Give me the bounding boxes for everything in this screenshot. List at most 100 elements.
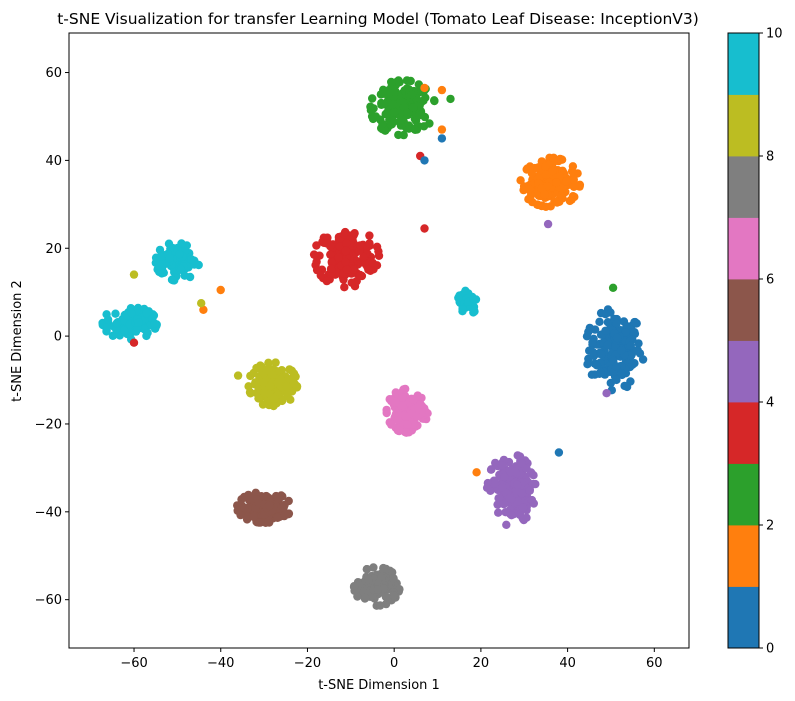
data-point	[356, 271, 365, 280]
outlier-point	[543, 219, 553, 229]
data-point	[597, 350, 606, 359]
data-point	[622, 382, 632, 392]
data-point	[525, 184, 534, 194]
data-point	[454, 293, 463, 302]
data-point	[541, 162, 550, 171]
data-point	[482, 483, 492, 492]
data-point	[398, 393, 407, 402]
data-point	[406, 76, 415, 86]
data-point	[365, 231, 374, 240]
data-point	[404, 124, 414, 133]
data-point	[326, 242, 335, 251]
data-point	[156, 252, 165, 261]
data-point	[569, 168, 578, 178]
data-point	[601, 326, 610, 335]
data-point	[280, 511, 290, 520]
data-point	[507, 511, 516, 520]
data-point	[326, 264, 336, 273]
data-point	[612, 319, 621, 329]
colorbar-segment	[728, 279, 759, 341]
cluster-class-0	[582, 305, 648, 395]
data-point	[596, 368, 605, 377]
cluster-class-2	[366, 76, 439, 140]
data-point	[402, 428, 411, 437]
data-point	[365, 239, 374, 248]
colorbar-frame	[727, 32, 760, 649]
data-point	[175, 249, 184, 259]
data-point	[233, 506, 242, 515]
data-point	[515, 510, 525, 520]
outlier-point	[446, 94, 455, 104]
data-point	[288, 376, 298, 385]
data-point	[150, 319, 159, 328]
data-point	[393, 416, 402, 425]
data-point	[366, 102, 375, 111]
colorbar	[727, 32, 760, 649]
x-axis: −60 −40 −20 0 20 40 60	[120, 648, 663, 671]
data-point	[415, 111, 424, 120]
data-point	[356, 241, 365, 250]
colorbar-segment	[728, 463, 759, 526]
chart-title: t-SNE Visualization for transfer Learnin…	[57, 10, 699, 28]
data-point	[565, 196, 575, 206]
data-point	[368, 94, 377, 103]
data-point	[279, 503, 288, 512]
data-point	[493, 500, 502, 509]
cluster-class-7	[349, 563, 404, 610]
colorbar-segment	[728, 156, 759, 218]
data-point	[469, 294, 478, 303]
data-point	[592, 361, 601, 370]
data-point	[526, 191, 536, 200]
data-point	[372, 242, 382, 251]
data-point	[359, 252, 368, 262]
data-point	[379, 563, 388, 573]
data-point	[258, 400, 268, 409]
data-point	[385, 88, 394, 98]
data-point	[590, 325, 600, 334]
x-tick-label: 0	[390, 656, 398, 671]
data-point	[430, 96, 439, 106]
x-tick-label: −20	[294, 656, 321, 671]
data-point	[603, 318, 613, 327]
data-point	[342, 239, 351, 248]
colorbar-tick-label: 6	[766, 273, 774, 288]
data-point	[362, 565, 372, 574]
data-point	[617, 346, 626, 355]
data-point	[500, 472, 509, 482]
y-tick-label: 0	[54, 330, 62, 345]
data-point	[112, 325, 121, 334]
data-point	[458, 305, 467, 314]
data-point	[177, 239, 186, 248]
data-point	[249, 512, 258, 522]
data-point	[322, 276, 331, 286]
data-point	[273, 493, 283, 503]
data-point	[369, 563, 378, 572]
data-point	[242, 515, 252, 524]
data-point	[348, 265, 358, 274]
data-point	[505, 494, 515, 503]
data-point	[461, 286, 470, 295]
colorbar-tick-label: 0	[766, 642, 774, 657]
outlier-point	[129, 270, 139, 279]
data-point	[612, 333, 622, 343]
x-tick-label: −60	[120, 656, 147, 671]
outlier-point	[420, 156, 429, 165]
y-tick-label: −40	[35, 505, 62, 520]
data-point	[262, 366, 271, 375]
outlier-point	[437, 134, 447, 143]
data-point	[494, 508, 503, 517]
cluster-class-6	[382, 384, 432, 437]
data-point	[527, 169, 537, 178]
y-axis: −60 −40 −20 0 20 40 60	[35, 66, 69, 608]
data-point	[374, 251, 384, 260]
y-tick-label: 40	[45, 154, 62, 169]
data-point	[360, 593, 370, 603]
outlier-point	[437, 125, 447, 134]
data-point	[176, 265, 186, 274]
data-point	[326, 250, 335, 259]
data-point	[612, 362, 621, 371]
data-point	[187, 255, 196, 264]
data-point	[108, 331, 118, 340]
data-point	[286, 395, 295, 404]
